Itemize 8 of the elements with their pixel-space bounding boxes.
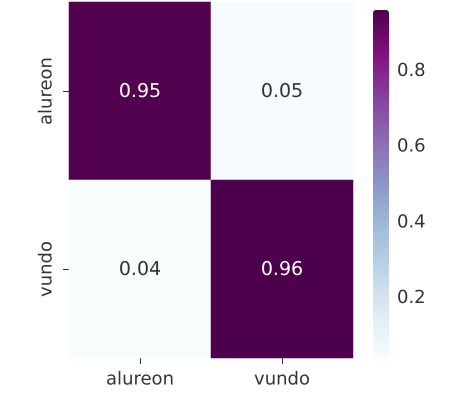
color-bar-label: 0.6 (397, 136, 426, 157)
data-label: 0.04 (118, 258, 162, 280)
data-label: 0.95 (118, 80, 162, 102)
data-label: 0.05 (260, 80, 304, 102)
color-bar-label: 0.4 (397, 211, 426, 232)
data-label: 0.96 (260, 258, 304, 280)
color-bar-label: 0.2 (397, 286, 426, 308)
color-bar-label: 0.8 (397, 60, 426, 82)
